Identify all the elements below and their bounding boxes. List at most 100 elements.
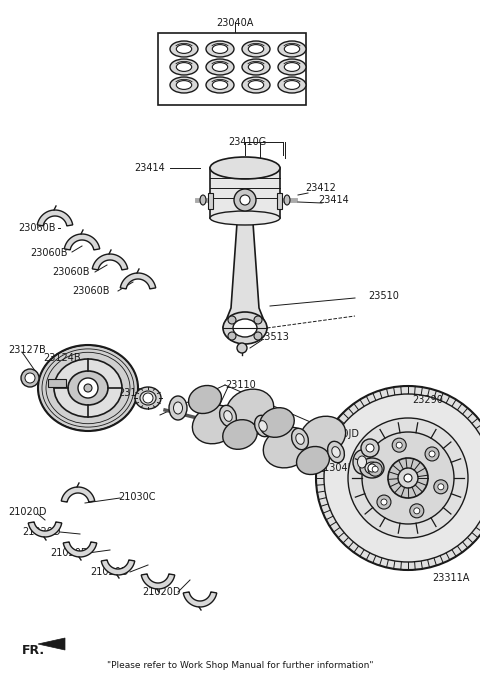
Ellipse shape <box>284 81 300 90</box>
Circle shape <box>254 332 262 340</box>
Ellipse shape <box>219 406 237 427</box>
Ellipse shape <box>170 41 198 57</box>
Text: 23127B: 23127B <box>8 345 46 355</box>
Polygon shape <box>223 223 267 328</box>
Ellipse shape <box>212 63 228 71</box>
Text: 23120: 23120 <box>118 388 149 398</box>
Polygon shape <box>38 638 65 650</box>
Circle shape <box>324 394 480 562</box>
Ellipse shape <box>212 44 228 53</box>
Circle shape <box>429 451 435 457</box>
Ellipse shape <box>206 41 234 57</box>
Ellipse shape <box>332 447 340 458</box>
Text: 21020D: 21020D <box>22 527 60 537</box>
Circle shape <box>361 439 379 457</box>
Ellipse shape <box>284 44 300 53</box>
Ellipse shape <box>278 77 306 93</box>
Bar <box>210 168 280 218</box>
Circle shape <box>25 373 35 383</box>
Circle shape <box>316 386 480 570</box>
Text: 21020D: 21020D <box>8 507 47 517</box>
Ellipse shape <box>176 44 192 53</box>
Circle shape <box>362 432 454 524</box>
Polygon shape <box>120 273 156 289</box>
Ellipse shape <box>192 405 238 444</box>
Ellipse shape <box>38 345 138 431</box>
Circle shape <box>143 393 153 403</box>
Bar <box>277 193 282 209</box>
Ellipse shape <box>248 63 264 71</box>
Polygon shape <box>61 487 95 502</box>
Circle shape <box>414 508 420 514</box>
Circle shape <box>388 458 428 498</box>
Polygon shape <box>37 210 73 226</box>
Circle shape <box>366 444 374 452</box>
Text: 23414: 23414 <box>134 163 165 173</box>
Ellipse shape <box>223 420 257 449</box>
Text: 23124B: 23124B <box>43 353 81 363</box>
Text: 23414: 23414 <box>318 195 349 205</box>
Ellipse shape <box>327 441 345 462</box>
Ellipse shape <box>242 77 270 93</box>
Ellipse shape <box>248 44 264 53</box>
Ellipse shape <box>212 81 228 90</box>
Ellipse shape <box>254 415 271 436</box>
Ellipse shape <box>68 371 108 405</box>
Ellipse shape <box>176 81 192 90</box>
Ellipse shape <box>297 447 329 475</box>
Circle shape <box>392 438 406 452</box>
Circle shape <box>240 195 250 205</box>
Ellipse shape <box>278 59 306 75</box>
Ellipse shape <box>200 195 206 205</box>
Circle shape <box>377 495 391 509</box>
Circle shape <box>398 468 418 488</box>
Ellipse shape <box>284 63 300 71</box>
Text: 23510: 23510 <box>368 291 399 301</box>
Circle shape <box>425 447 439 461</box>
Circle shape <box>348 418 468 538</box>
Text: 23513: 23513 <box>258 332 289 342</box>
Ellipse shape <box>210 211 280 225</box>
Polygon shape <box>64 234 100 250</box>
Text: 23311A: 23311A <box>432 573 469 583</box>
Circle shape <box>396 442 402 448</box>
Circle shape <box>368 464 376 472</box>
Polygon shape <box>183 592 217 607</box>
Polygon shape <box>28 522 62 537</box>
Text: "Please refer to Work Shop Manual for further information": "Please refer to Work Shop Manual for fu… <box>107 661 373 670</box>
Ellipse shape <box>353 450 371 474</box>
Ellipse shape <box>248 81 264 90</box>
Ellipse shape <box>259 421 267 432</box>
Text: 23060B: 23060B <box>30 248 68 258</box>
Ellipse shape <box>263 427 311 468</box>
Ellipse shape <box>358 456 367 468</box>
Ellipse shape <box>224 410 232 421</box>
Text: 11304B: 11304B <box>318 463 355 473</box>
Text: 1430JD: 1430JD <box>325 429 360 439</box>
Ellipse shape <box>291 428 309 449</box>
Polygon shape <box>63 542 97 557</box>
Circle shape <box>84 384 92 392</box>
Text: 21020D: 21020D <box>90 567 129 577</box>
Ellipse shape <box>170 77 198 93</box>
Circle shape <box>234 189 256 211</box>
Ellipse shape <box>226 389 274 430</box>
Ellipse shape <box>242 59 270 75</box>
Text: 21020D: 21020D <box>50 548 88 558</box>
Ellipse shape <box>170 59 198 75</box>
Circle shape <box>368 462 382 476</box>
Ellipse shape <box>284 195 290 205</box>
Text: 21030C: 21030C <box>118 492 156 502</box>
Circle shape <box>434 479 448 494</box>
Text: 23040A: 23040A <box>216 18 254 28</box>
Ellipse shape <box>173 402 182 414</box>
Text: 23060B: 23060B <box>18 223 56 233</box>
Ellipse shape <box>242 41 270 57</box>
Circle shape <box>21 369 39 387</box>
Ellipse shape <box>278 41 306 57</box>
Polygon shape <box>92 254 128 270</box>
Bar <box>208 193 213 209</box>
Ellipse shape <box>233 319 257 337</box>
Ellipse shape <box>189 386 221 414</box>
Ellipse shape <box>54 359 122 417</box>
